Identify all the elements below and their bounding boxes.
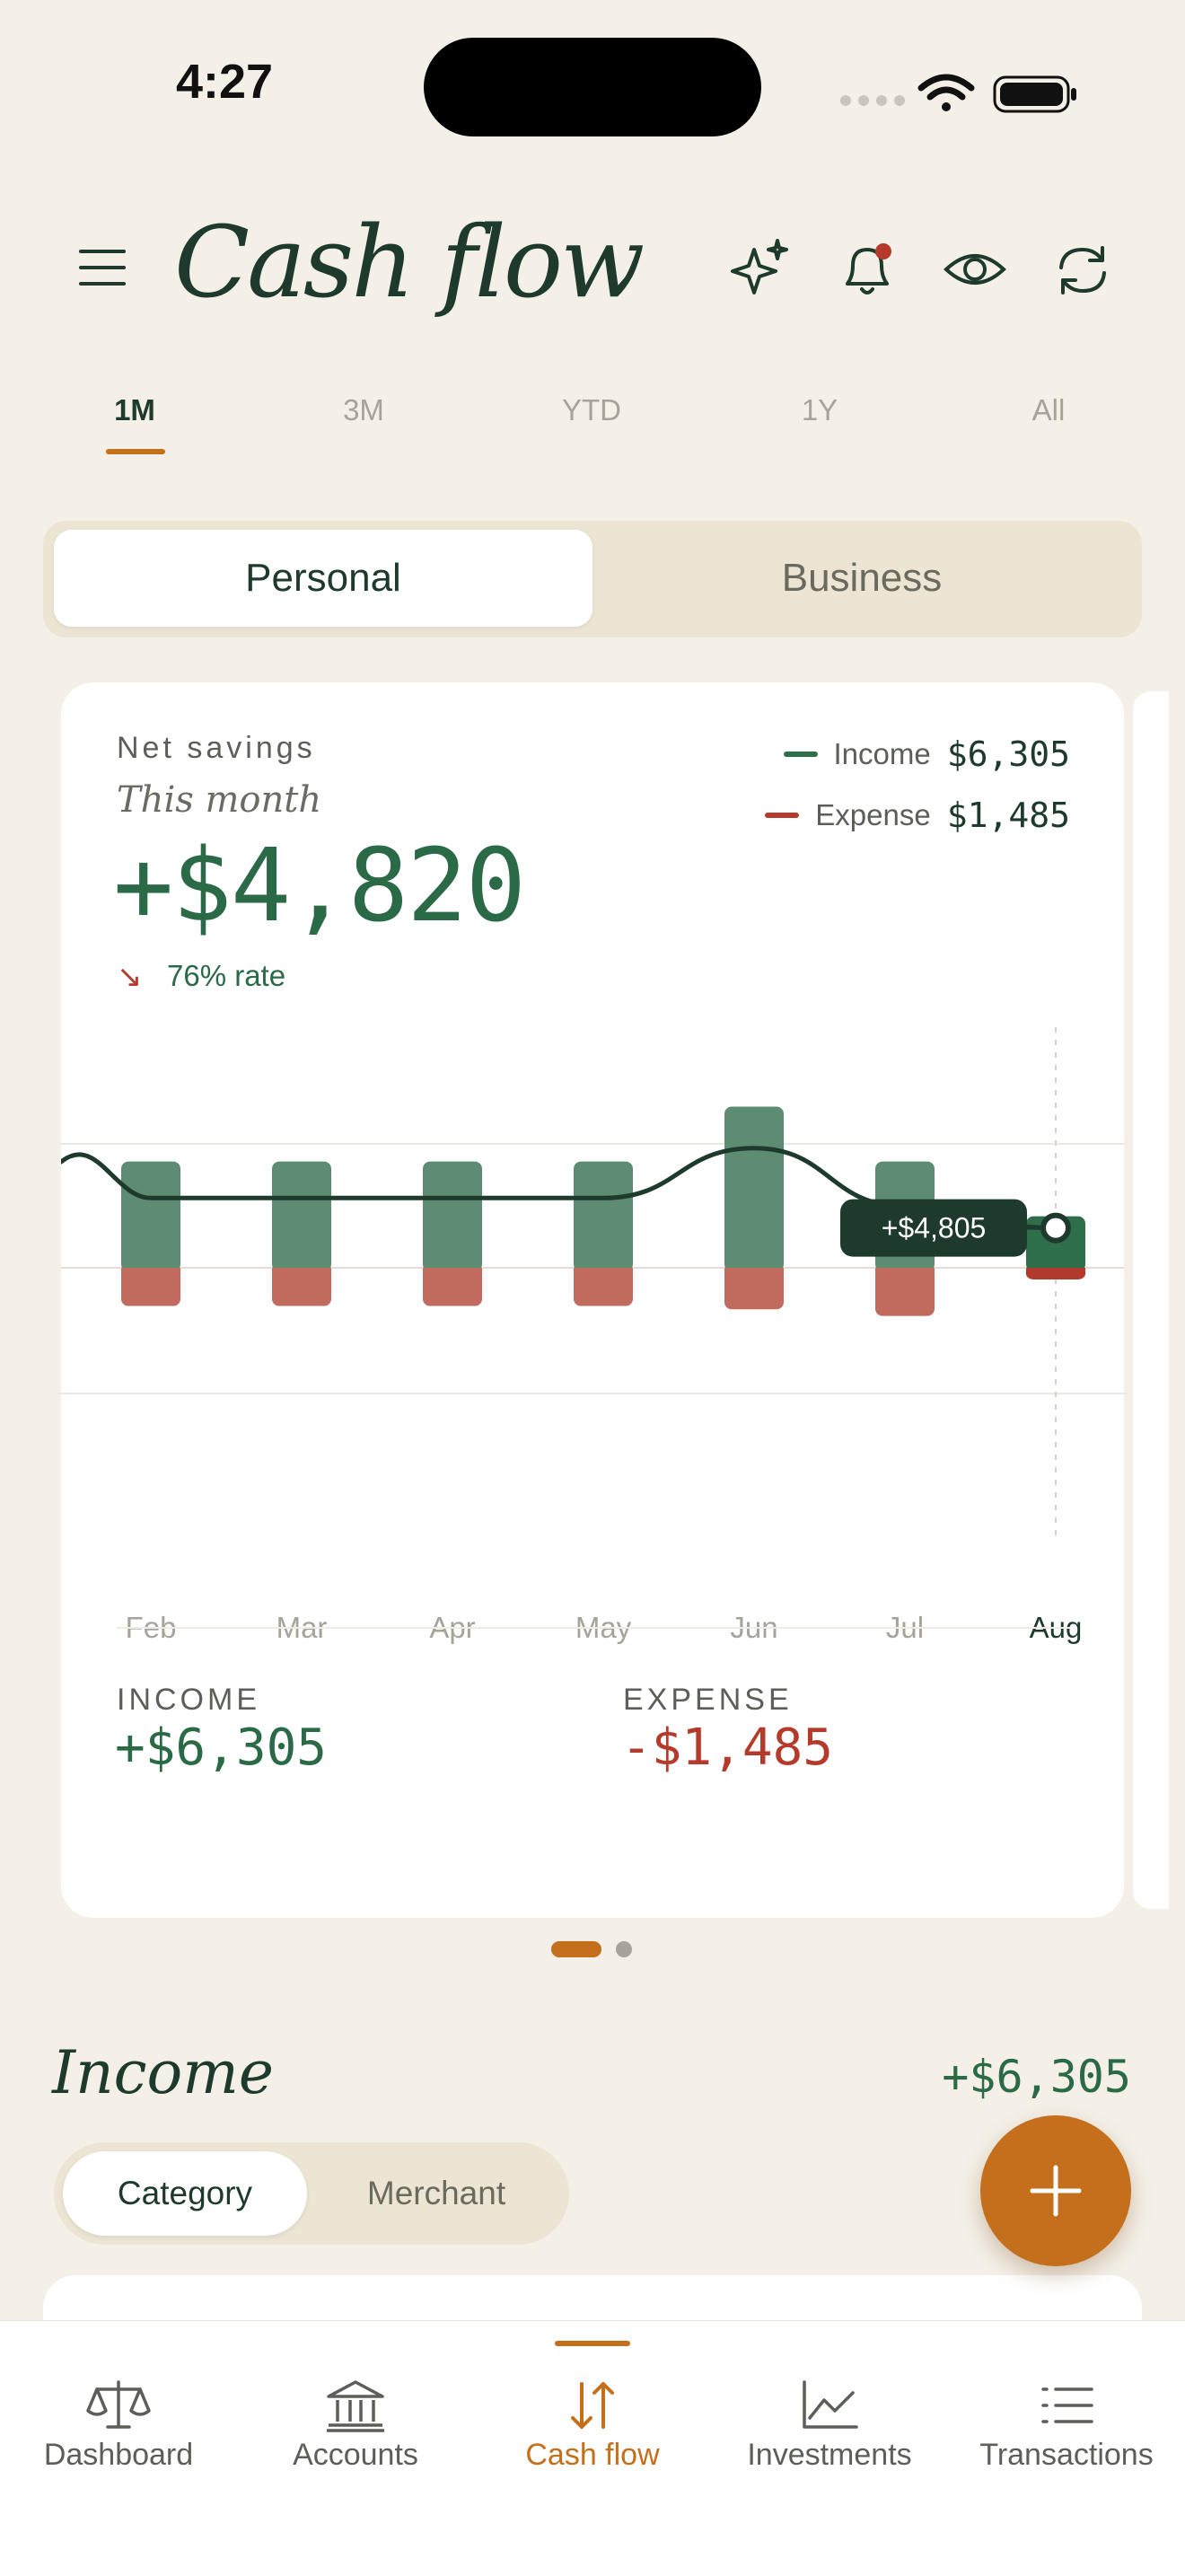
signal-icon <box>840 95 905 106</box>
legend-income: Income $6,305 <box>783 734 1070 774</box>
wifi-icon <box>917 74 975 111</box>
legend-expense-value: $1,485 <box>946 796 1070 835</box>
pager-dot[interactable] <box>616 1941 632 1957</box>
legend-income-label: Income <box>833 737 931 770</box>
refresh-icon[interactable] <box>1050 237 1115 302</box>
chart-tooltip: +$4,805 <box>840 1199 1027 1257</box>
scale-icon <box>86 2380 151 2429</box>
page-title: Cash flow <box>174 205 645 320</box>
expense-bar-cap <box>875 1268 935 1275</box>
menu-icon[interactable] <box>77 248 127 287</box>
period-tab-indicator <box>106 449 165 454</box>
status-icons <box>840 74 1076 113</box>
expense-bar-cap <box>423 1268 482 1275</box>
bank-icon <box>327 2380 384 2432</box>
net-savings-value: +$4,820 <box>113 828 526 945</box>
expense-bar-feb <box>121 1268 180 1306</box>
scope-personal-button[interactable]: Personal <box>54 530 592 627</box>
bell-icon[interactable] <box>835 237 900 302</box>
income-bar-apr <box>423 1161 482 1271</box>
income-bar-jun <box>724 1106 784 1271</box>
arrow-down-right-icon: ↘ <box>117 960 143 994</box>
period-tab-1m[interactable]: 1M <box>114 393 155 426</box>
cash-flow-chart: +$4,805 <box>61 1024 1124 1535</box>
period-tab-1y[interactable]: 1Y <box>801 393 838 426</box>
next-card-peek[interactable] <box>1133 691 1169 1909</box>
nav-cash-flow[interactable]: Cash flow <box>474 2321 711 2501</box>
divider <box>117 1627 1070 1629</box>
dynamic-island <box>424 38 761 136</box>
nav-transactions[interactable]: Transactions <box>948 2321 1185 2501</box>
expense-bar-cap <box>1026 1268 1085 1275</box>
chart-point-current <box>1040 1212 1071 1244</box>
expense-bar-mar <box>272 1268 331 1306</box>
savings-rate: 76% rate <box>167 959 286 992</box>
income-bar-feb <box>121 1161 180 1271</box>
chart-tooltip-value: +$4,805 <box>882 1212 987 1244</box>
expense-bar-apr <box>423 1268 482 1306</box>
cash-flow-icon <box>571 2382 614 2429</box>
nav-investments[interactable]: Investments <box>711 2321 948 2501</box>
period-tab-all[interactable]: All <box>1031 393 1066 426</box>
expense-bar-cap <box>574 1268 633 1275</box>
scope-toggle: Personal Business <box>43 521 1142 637</box>
expense-bar-cap <box>121 1268 180 1275</box>
notification-badge <box>875 243 891 259</box>
group-by-category-button[interactable]: Category <box>63 2151 307 2236</box>
income-total-value: +$6,305 <box>115 1719 328 1777</box>
status-time: 4:27 <box>175 55 274 109</box>
expense-bar-jun <box>724 1268 784 1310</box>
plus-icon <box>1030 2165 1082 2217</box>
income-section-title: Income <box>52 2038 274 2107</box>
expense-bar-may <box>574 1268 633 1306</box>
nav-active-indicator <box>555 2341 630 2346</box>
income-bar-mar <box>272 1161 331 1271</box>
battery-icon <box>993 75 1076 113</box>
legend-expense-label: Expense <box>815 798 931 831</box>
expense-total-value: -$1,485 <box>621 1719 834 1777</box>
net-savings-card: Net savings This month +$4,820 ↘ 76% rat… <box>61 682 1124 1918</box>
bottom-nav: Dashboard Accounts Cash flow Investments <box>0 2320 1185 2576</box>
period-sublabel: This month <box>117 779 322 821</box>
grouping-toggle: Category Merchant <box>54 2142 569 2245</box>
sparkle-icon[interactable] <box>727 237 792 302</box>
chart-line-icon <box>803 2380 858 2429</box>
income-section-total: +$6,305 <box>942 2051 1131 2103</box>
period-tab-ytd[interactable]: YTD <box>562 393 621 426</box>
expense-total-label: EXPENSE <box>623 1683 793 1717</box>
list-icon <box>1041 2387 1093 2423</box>
nav-label: Investments <box>747 2438 912 2472</box>
nav-label: Accounts <box>293 2438 418 2472</box>
scope-business-button[interactable]: Business <box>781 556 943 600</box>
nav-dashboard[interactable]: Dashboard <box>0 2321 237 2501</box>
legend-income-value: $6,305 <box>946 734 1070 774</box>
legend-expense: Expense $1,485 <box>765 796 1070 835</box>
expense-bar-cap <box>272 1268 331 1275</box>
legend-income-swatch <box>783 752 818 757</box>
nav-label: Dashboard <box>43 2438 194 2472</box>
group-by-merchant-button[interactable]: Merchant <box>366 2175 506 2211</box>
income-bar-may <box>574 1161 633 1271</box>
expense-bar-cap <box>724 1268 784 1275</box>
eye-icon[interactable] <box>943 237 1007 302</box>
pager-dot-active[interactable] <box>551 1941 601 1957</box>
nav-label: Transactions <box>979 2438 1154 2472</box>
income-total-label: INCOME <box>117 1683 260 1717</box>
expense-bar-jul <box>875 1268 935 1316</box>
net-savings-label: Net savings <box>117 731 316 765</box>
add-button[interactable] <box>980 2115 1131 2266</box>
nav-accounts[interactable]: Accounts <box>237 2321 474 2501</box>
legend-expense-swatch <box>765 813 800 818</box>
nav-label: Cash flow <box>525 2438 660 2472</box>
period-tab-3m[interactable]: 3M <box>343 393 384 426</box>
